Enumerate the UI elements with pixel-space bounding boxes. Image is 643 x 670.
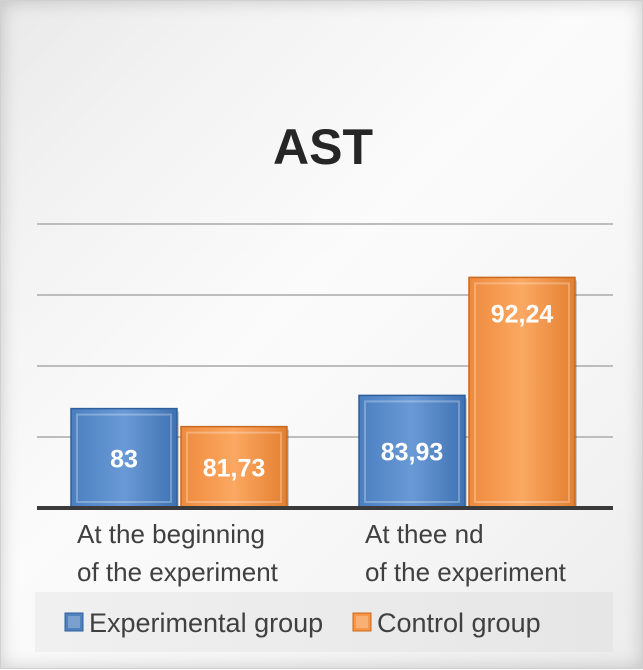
chart-title: AST (273, 119, 373, 175)
data-label: 92,24 (491, 300, 554, 328)
category-label-line: of the experiment (365, 557, 567, 587)
bar-experimental-2: 83,93 (358, 394, 467, 509)
category-label-line: At thee nd (365, 519, 484, 549)
bar-rect (468, 276, 576, 509)
bar-bevel (186, 431, 282, 503)
bar-bevel (76, 413, 172, 504)
legend-label: Control group (377, 608, 541, 638)
category-label-1: At the beginning of the experiment (77, 519, 279, 587)
data-label: 83 (110, 445, 138, 473)
bar-experimental-1: 83 (70, 407, 179, 509)
category-label-line: At the beginning (77, 519, 265, 549)
category-label-2: At thee nd of the experiment (365, 519, 567, 587)
bars: 83 81,73 83,93 92,24 (70, 276, 577, 509)
bar-rect (180, 425, 288, 509)
legend-swatch (64, 612, 84, 632)
bar-rect (358, 394, 466, 509)
bar-bevel (364, 400, 460, 504)
legend: Experimental group Control group (64, 608, 541, 638)
data-label: 83,93 (381, 439, 444, 467)
legend-item-control: Control group (352, 608, 541, 638)
data-label: 81,73 (203, 454, 266, 482)
legend-item-experimental: Experimental group (64, 608, 323, 638)
legend-swatch (352, 612, 372, 632)
category-label-line: of the experiment (77, 557, 279, 587)
legend-box (35, 592, 613, 652)
bar-bevel (474, 282, 570, 503)
legend-label: Experimental group (89, 608, 323, 638)
legend-swatch-bevel (356, 616, 368, 628)
bar-control-1: 81,73 (180, 425, 289, 509)
bar-control-2: 92,24 (468, 276, 577, 509)
legend-swatch-bevel (68, 616, 80, 628)
